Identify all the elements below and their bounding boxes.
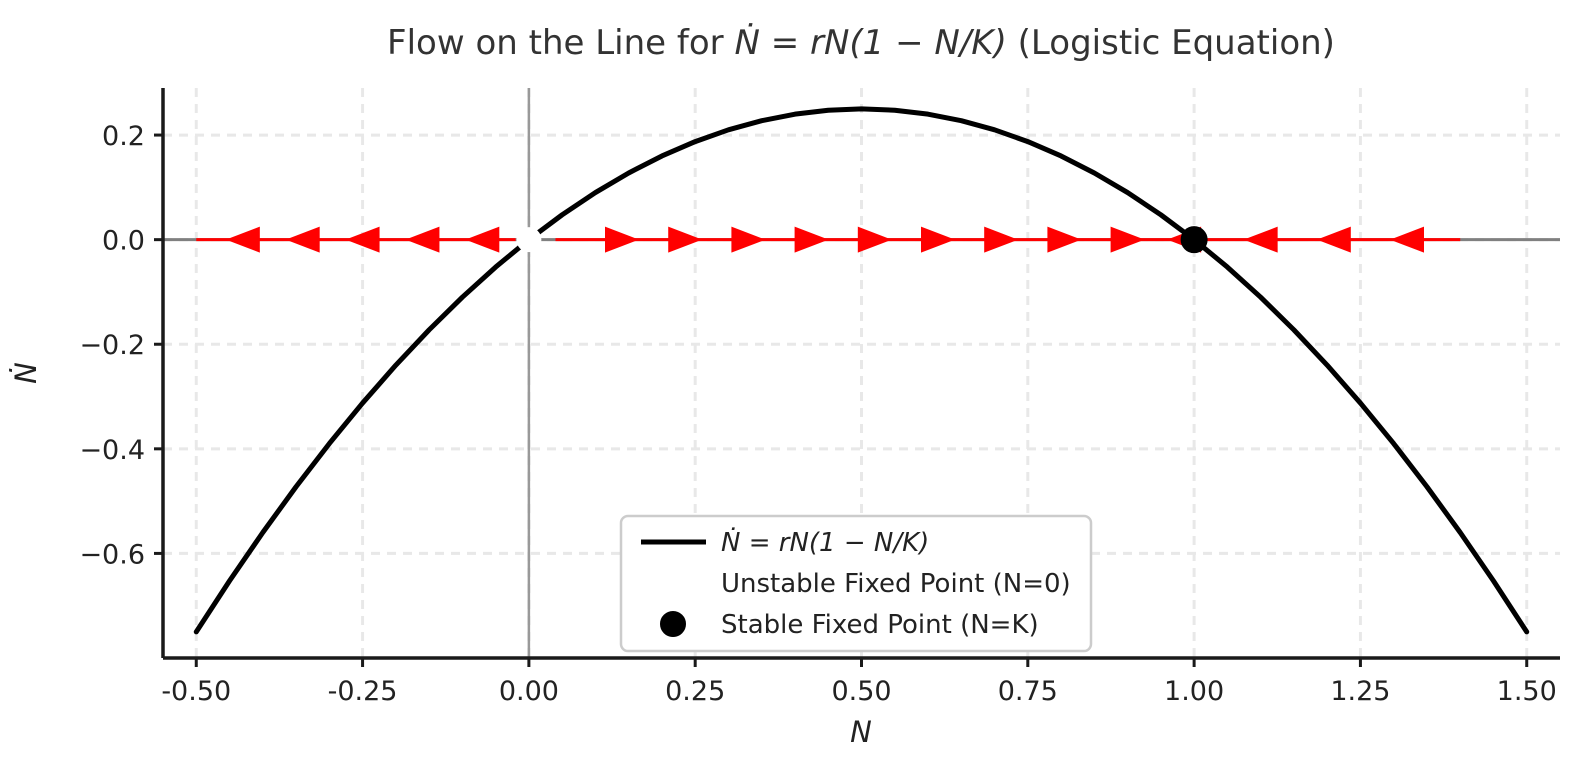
y-tick-label: −0.2 xyxy=(79,330,145,361)
y-axis-label: Ṅ xyxy=(9,362,43,384)
legend-filled-circle-swatch xyxy=(660,611,686,637)
x-tick-label: 0.50 xyxy=(831,676,891,707)
flow-arrow-right xyxy=(605,226,640,253)
flow-arrow-left xyxy=(1243,226,1278,253)
logistic-curve-path xyxy=(193,106,1530,635)
legend: Ṅ = rN(1 − N/K) Unstable Fixed Point (N=… xyxy=(619,514,1093,653)
legend-label: Stable Fixed Point (N=K) xyxy=(721,610,1039,640)
flow-arrow-left xyxy=(1389,226,1424,253)
x-tick-label: 0.25 xyxy=(665,676,725,707)
x-tick-label: 1.00 xyxy=(1164,676,1224,707)
y-tick-label: −0.4 xyxy=(79,435,145,466)
y-tick-label: 0.0 xyxy=(102,226,145,257)
legend-open-circle-swatch xyxy=(661,571,685,595)
unstable-fixed-point-marker xyxy=(516,227,542,253)
logistic-curve xyxy=(193,106,1530,635)
flow-arrow-right xyxy=(668,226,703,253)
x-tick-label: -0.50 xyxy=(161,676,231,707)
x-axis-label: N xyxy=(850,715,872,749)
x-tick-label: 0.00 xyxy=(499,676,559,707)
y-tick-label: −0.6 xyxy=(79,539,145,570)
y-tick-label: 0.2 xyxy=(102,121,145,152)
flow-arrow-left xyxy=(285,226,320,253)
flow-arrow-right xyxy=(921,226,956,253)
flow-arrow-left xyxy=(1316,226,1351,253)
flow-arrows xyxy=(196,226,1461,253)
legend-box xyxy=(619,514,1093,653)
y-axis-ticks: 0.2 0.0 −0.2 −0.4 −0.6 xyxy=(79,121,163,570)
x-tick-label: -0.25 xyxy=(328,676,398,707)
x-tick-label: 0.75 xyxy=(998,676,1058,707)
flow-arrow-right xyxy=(794,226,829,253)
flow-arrow-right xyxy=(984,226,1019,253)
legend-label: Unstable Fixed Point (N=0) xyxy=(721,569,1071,599)
flow-arrow-left xyxy=(465,226,500,253)
x-tick-label: 1.25 xyxy=(1330,676,1390,707)
stable-fixed-point-marker xyxy=(1180,226,1208,254)
flow-arrow-right xyxy=(1047,226,1082,253)
flow-arrow-right xyxy=(1110,226,1145,253)
legend-label: Ṅ = rN(1 − N/K) xyxy=(721,526,929,558)
flow-arrow-left xyxy=(345,226,380,253)
legend-items: Ṅ = rN(1 − N/K) Unstable Fixed Point (N=… xyxy=(641,526,1071,640)
flow-arrow-left xyxy=(225,226,260,253)
flow-arrow-left xyxy=(405,226,440,253)
fixed-points xyxy=(516,226,1208,254)
x-tick-label: 1.50 xyxy=(1497,676,1557,707)
chart-title: Flow on the Line for Ṅ = rN(1 − N/K) (L… xyxy=(387,23,1335,63)
x-axis-ticks: -0.50 -0.25 0.00 0.25 0.50 0.75 1.00 1.25 1.50 xyxy=(161,658,1557,707)
flow-arrow-right xyxy=(731,226,766,253)
flow-arrow-right xyxy=(857,226,892,253)
